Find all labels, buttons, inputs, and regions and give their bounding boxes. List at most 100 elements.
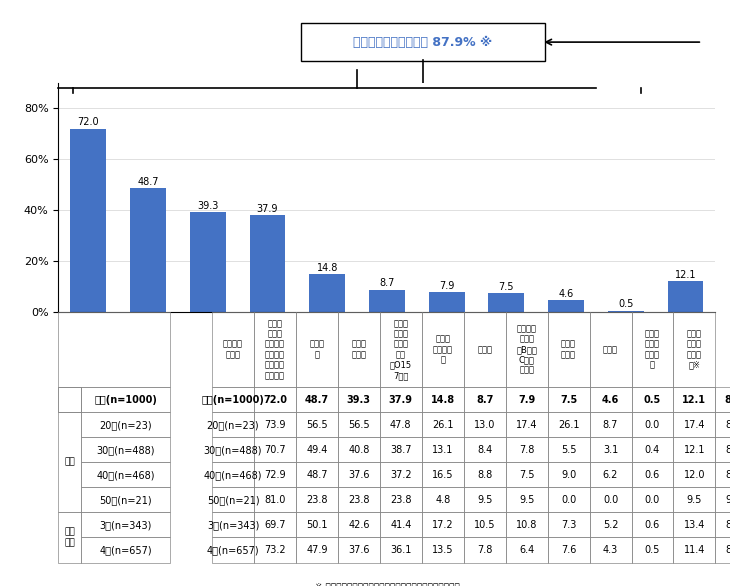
Bar: [590, 488, 631, 512]
Bar: [548, 462, 590, 488]
Bar: [296, 312, 338, 387]
Text: 4.8: 4.8: [435, 495, 450, 505]
Text: 36.1: 36.1: [390, 545, 412, 555]
Text: 4人(n=657): 4人(n=657): [207, 545, 259, 555]
Bar: [338, 437, 380, 462]
Bar: [631, 537, 674, 563]
Text: 3人(n=343): 3人(n=343): [99, 520, 152, 530]
Bar: [548, 512, 590, 537]
Bar: [58, 387, 82, 412]
Bar: [422, 387, 464, 412]
Bar: [250, 216, 285, 312]
Text: 88.6: 88.6: [726, 545, 730, 555]
Bar: [380, 488, 422, 512]
Text: 7.3: 7.3: [561, 520, 576, 530]
Text: 9.5: 9.5: [519, 495, 534, 505]
Text: 56.5: 56.5: [306, 420, 328, 430]
Text: その他: その他: [603, 345, 618, 354]
Bar: [380, 387, 422, 412]
Text: 48.7: 48.7: [137, 177, 158, 187]
Bar: [254, 312, 296, 387]
Bar: [464, 387, 506, 412]
Bar: [674, 312, 715, 387]
Text: 37.9: 37.9: [257, 204, 278, 214]
Text: 14.8: 14.8: [431, 394, 455, 404]
Text: 90.5: 90.5: [726, 495, 730, 505]
Text: 81.0: 81.0: [264, 495, 285, 505]
Text: 7.8: 7.8: [519, 445, 534, 455]
Bar: [296, 488, 338, 512]
Bar: [422, 312, 464, 387]
Text: 年代: 年代: [64, 458, 75, 467]
Bar: [380, 437, 422, 462]
Text: 8.7: 8.7: [603, 420, 618, 430]
Bar: [548, 437, 590, 462]
Text: 0.4: 0.4: [645, 445, 660, 455]
Bar: [380, 312, 422, 387]
Bar: [429, 292, 464, 312]
Bar: [674, 437, 715, 462]
Text: 腸管出
血性大
腸菌感
染症
（O15
7等）: 腸管出 血性大 腸菌感 染症 （O15 7等）: [390, 319, 412, 380]
Bar: [506, 387, 548, 412]
Bar: [82, 462, 170, 488]
Bar: [715, 512, 730, 537]
Bar: [548, 300, 584, 312]
Text: ウイルス
性肝炎
（B型、
C型肝
炎等）: ウイルス 性肝炎 （B型、 C型肝 炎等）: [516, 324, 537, 375]
Bar: [310, 274, 345, 312]
Bar: [82, 488, 170, 512]
Text: 50代(n=21): 50代(n=21): [207, 495, 259, 505]
Text: 感染性
胃腸炎
（ノロウ
イルス、
ロタウイ
ルス等）: 感染性 胃腸炎 （ノロウ イルス、 ロタウイ ルス等）: [265, 319, 285, 380]
Bar: [338, 462, 380, 488]
Text: 23.8: 23.8: [306, 495, 328, 505]
Bar: [58, 412, 82, 512]
Text: 9.0: 9.0: [561, 470, 576, 480]
Text: 12.1: 12.1: [683, 394, 707, 404]
Text: 73.9: 73.9: [264, 420, 285, 430]
Bar: [82, 412, 170, 437]
Text: 0.6: 0.6: [645, 520, 660, 530]
Bar: [506, 437, 548, 462]
Text: 37.6: 37.6: [348, 545, 369, 555]
Bar: [590, 412, 631, 437]
Text: 7.5: 7.5: [499, 281, 514, 291]
Bar: [58, 312, 170, 387]
Bar: [338, 387, 380, 412]
Text: 40代(n=468): 40代(n=468): [204, 470, 262, 480]
Bar: [422, 537, 464, 563]
Text: 風しん: 風しん: [477, 345, 492, 354]
Bar: [338, 312, 380, 387]
Bar: [506, 488, 548, 512]
Text: 気にな
る感染
症があ
る※: 気にな る感染 症があ る※: [687, 329, 702, 370]
Bar: [212, 512, 254, 537]
Bar: [674, 488, 715, 512]
Bar: [674, 537, 715, 563]
Text: 20代(n=23): 20代(n=23): [207, 420, 259, 430]
Text: 39.3: 39.3: [197, 200, 218, 210]
Text: 麻しん
（はしか
）: 麻しん （はしか ）: [433, 335, 453, 364]
Bar: [631, 437, 674, 462]
Text: 全体(n=1000): 全体(n=1000): [94, 394, 157, 404]
Text: 4人(n=657): 4人(n=657): [99, 545, 152, 555]
Text: 86.6: 86.6: [726, 520, 730, 530]
Bar: [254, 387, 296, 412]
Text: 39.3: 39.3: [347, 394, 371, 404]
Text: 気にな
る感染
症はな
い: 気にな る感染 症はな い: [645, 329, 660, 370]
Text: 10.8: 10.8: [516, 520, 537, 530]
Bar: [422, 512, 464, 537]
Text: 7.6: 7.6: [561, 545, 576, 555]
Text: エボラ
出血熱: エボラ 出血熱: [351, 340, 366, 359]
Text: 0.5: 0.5: [618, 299, 634, 309]
Bar: [631, 387, 674, 412]
Bar: [488, 293, 524, 312]
Bar: [338, 512, 380, 537]
Bar: [296, 512, 338, 537]
Bar: [82, 537, 170, 563]
Text: 30代(n=488): 30代(n=488): [204, 445, 262, 455]
Text: 12.1: 12.1: [675, 270, 696, 280]
Text: 17.4: 17.4: [516, 420, 537, 430]
Text: 17.2: 17.2: [432, 520, 453, 530]
Bar: [380, 412, 422, 437]
Bar: [130, 188, 166, 312]
Text: 41.4: 41.4: [390, 520, 412, 530]
Text: 4.3: 4.3: [603, 545, 618, 555]
